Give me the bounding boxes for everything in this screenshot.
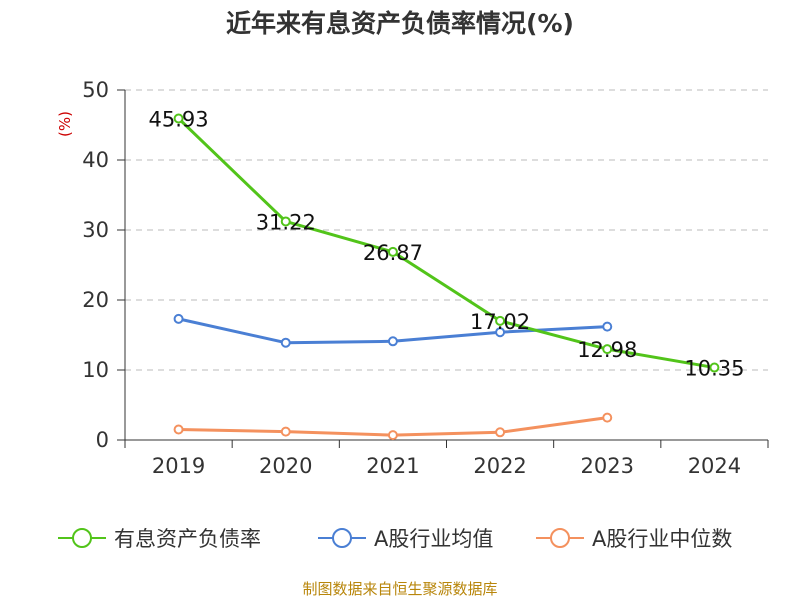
data-point [709, 362, 720, 373]
y-tick-label: 20 [82, 288, 109, 312]
data-label: 12.98 [577, 338, 637, 362]
legend-label: A股行业均值 [374, 527, 494, 551]
data-point [280, 426, 291, 437]
data-point [280, 337, 291, 348]
legend-swatch [58, 528, 106, 548]
y-axis-label: (%) [55, 111, 74, 137]
data-label: 31.22 [256, 210, 316, 234]
y-tick-label: 30 [82, 218, 109, 242]
data-point [387, 246, 398, 257]
data-point [173, 313, 184, 324]
data-point [495, 315, 506, 326]
y-tick-label: 50 [82, 78, 109, 102]
data-point [173, 424, 184, 435]
data-label: 10.35 [684, 357, 744, 381]
data-point [495, 327, 506, 338]
series-line [177, 117, 715, 370]
x-tick-label: 2022 [473, 454, 526, 478]
y-tick-label: 10 [82, 358, 109, 382]
legend-label: 有息资产负债率 [114, 527, 261, 551]
legend-item[interactable]: 有息资产负债率 [58, 520, 261, 556]
legend-swatch [536, 528, 584, 548]
x-tick-label: 2019 [152, 454, 205, 478]
x-tick-label: 2021 [366, 454, 419, 478]
data-point [280, 216, 291, 227]
legend-item[interactable]: A股行业中位数 [536, 520, 732, 556]
legend-item[interactable]: A股行业均值 [318, 520, 493, 556]
data-point [602, 321, 613, 332]
x-tick-label: 2023 [581, 454, 634, 478]
x-tick-label: 2020 [259, 454, 312, 478]
data-label: 45.93 [149, 107, 209, 131]
legend: 有息资产负债率 A股行业均值 A股行业中位数 [0, 520, 800, 556]
data-point [173, 113, 184, 124]
data-source-note: 制图数据来自恒生聚源数据库 [302, 580, 498, 598]
data-point [387, 430, 398, 441]
data-label: 26.87 [363, 241, 423, 265]
data-point [602, 344, 613, 355]
data-point [495, 427, 506, 438]
legend-label: A股行业中位数 [592, 527, 733, 551]
data-point [602, 412, 613, 423]
data-point [387, 336, 398, 347]
y-tick-label: 0 [96, 428, 109, 452]
legend-swatch [318, 528, 366, 548]
data-label: 17.02 [470, 310, 530, 334]
chart-title: 近年来有息资产负债率情况(%) [226, 9, 574, 38]
y-tick-label: 40 [82, 148, 109, 172]
x-tick-label: 2024 [688, 454, 741, 478]
